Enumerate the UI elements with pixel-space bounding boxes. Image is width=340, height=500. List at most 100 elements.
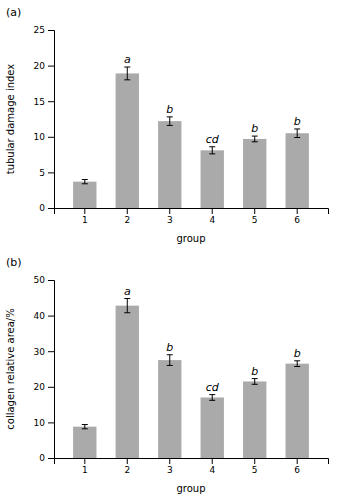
- y-tick-label: 50: [34, 275, 46, 285]
- y-tick: 15: [34, 97, 54, 107]
- error-bar-cap: [82, 428, 88, 429]
- x-tick-label: 4: [209, 215, 215, 225]
- error-bar: [124, 67, 130, 80]
- x-tick-label: 1: [82, 215, 88, 225]
- y-tick: 20: [34, 382, 54, 392]
- y-tick-mark: [48, 387, 54, 388]
- x-tick: 5: [252, 458, 258, 475]
- x-tick-mark: [297, 458, 298, 464]
- y-tick: 20: [34, 61, 54, 71]
- error-bar-cap: [82, 183, 88, 184]
- error-bar: [209, 395, 215, 401]
- y-tick-mark: [48, 280, 54, 281]
- panel: 01020304050123456abcdbb(b)collagen relat…: [5, 256, 329, 494]
- x-tick-mark: [254, 208, 255, 214]
- error-bar-cap: [294, 137, 300, 138]
- x-tick-label: 5: [252, 215, 258, 225]
- y-tick-label: 15: [34, 97, 45, 107]
- x-tick: 4: [209, 458, 215, 475]
- error-bar-cap: [167, 365, 173, 366]
- x-tick-mark: [169, 208, 170, 214]
- y-tick-mark: [48, 422, 54, 423]
- x-tick-mark: [84, 458, 85, 464]
- y-axis: 0 5 10 15 20 25: [34, 25, 55, 213]
- annotation: cd: [206, 381, 220, 394]
- x-axis: 1 2 3 4 5 6: [55, 208, 329, 225]
- error-bar-cap: [294, 128, 300, 129]
- error-bar-cap: [252, 384, 258, 385]
- y-tick-label: 20: [34, 61, 46, 71]
- x-axis-title: group: [176, 233, 205, 244]
- y-tick-label: 20: [34, 382, 46, 392]
- bar: [201, 150, 224, 208]
- error-bar-cap: [124, 79, 130, 80]
- x-tick-mark: [212, 208, 213, 214]
- error-bar-stem: [297, 361, 298, 367]
- x-tick-label: 6: [294, 465, 300, 475]
- error-bar-cap: [82, 424, 88, 425]
- y-tick-label: 25: [34, 25, 45, 35]
- y-tick: 30: [34, 347, 54, 357]
- x-tick-mark: [212, 458, 213, 464]
- bar: [286, 133, 309, 208]
- error-bar: [252, 379, 258, 385]
- y-axis-line: [48, 281, 55, 459]
- y-tick-label: 0: [39, 453, 45, 463]
- y-axis-title: collagen relative area/%: [5, 308, 16, 429]
- error-bar: [294, 361, 300, 367]
- error-bar-stem: [169, 117, 170, 126]
- x-axis: 1 2 3 4 5 6: [55, 458, 329, 475]
- figure: 0510152025123456abcdbb(a)tubular damage …: [0, 0, 340, 500]
- x-tick-label: 1: [82, 465, 88, 475]
- x-tick: 3: [167, 458, 173, 475]
- error-bar-cap: [252, 141, 258, 142]
- y-tick: 0: [39, 203, 54, 213]
- y-tick-mark: [48, 172, 54, 173]
- bar: [73, 182, 96, 208]
- x-tick-label: 2: [124, 215, 130, 225]
- x-tick-mark: [84, 208, 85, 214]
- error-bar-cap: [209, 394, 215, 395]
- y-tick-mark: [48, 101, 54, 102]
- x-tick: 2: [124, 208, 130, 225]
- y-tick-mark: [48, 66, 54, 67]
- x-tick-label: 2: [124, 465, 130, 475]
- annotation: b: [294, 115, 301, 128]
- error-bar-cap: [124, 298, 130, 299]
- y-tick-mark: [48, 137, 54, 138]
- error-bar-stem: [84, 425, 85, 429]
- x-axis-line: [55, 209, 329, 215]
- x-tick: 4: [209, 208, 215, 225]
- annotation: b: [294, 347, 301, 360]
- error-bar: [167, 355, 173, 366]
- y-tick-mark: [48, 316, 54, 317]
- x-tick-mark: [297, 208, 298, 214]
- error-bar-cap: [209, 153, 215, 154]
- bar: [158, 121, 181, 208]
- error-bar-cap: [294, 366, 300, 367]
- y-tick: 25: [34, 25, 54, 35]
- x-tick: 6: [294, 458, 300, 475]
- plot-area: 01020304050123456abcdbb: [34, 275, 329, 475]
- x-tick-label: 5: [252, 465, 258, 475]
- y-tick-label: 5: [39, 168, 45, 178]
- error-bar-cap: [167, 354, 173, 355]
- x-tick-mark: [127, 208, 128, 214]
- y-tick: 50: [34, 275, 54, 285]
- x-axis-title: group: [176, 483, 205, 494]
- x-tick-mark: [254, 458, 255, 464]
- error-bar-cap: [82, 179, 88, 180]
- error-bar-stem: [127, 299, 128, 313]
- error-bar-cap: [167, 116, 173, 117]
- annotation: a: [124, 53, 131, 66]
- x-tick-label: 3: [167, 215, 173, 225]
- x-tick: 6: [294, 208, 300, 225]
- y-tick: 40: [34, 311, 54, 321]
- error-bar: [82, 425, 88, 429]
- error-bar-stem: [212, 147, 213, 154]
- y-tick: 5: [39, 168, 54, 178]
- y-tick-label: 10: [34, 132, 46, 142]
- plot-area: 0510152025123456abcdbb: [34, 25, 329, 225]
- error-bar-cap: [209, 400, 215, 401]
- y-tick-label: 0: [39, 203, 45, 213]
